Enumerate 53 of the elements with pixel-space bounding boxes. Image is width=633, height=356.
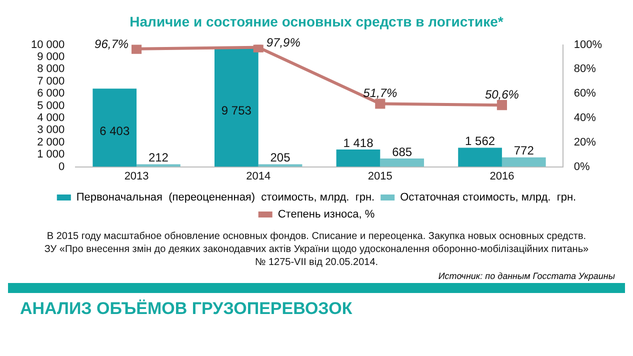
y-tick-label: 4 000: [37, 112, 65, 124]
y-tick-label: 10 000: [30, 38, 65, 51]
chart-title: Наличие и состояние основных средств в логистике*: [130, 13, 504, 30]
data-label: 772: [514, 144, 534, 158]
y-tick-label: 2 000: [37, 136, 65, 148]
legend-label: Первоначальная (переоцененная) стоимость, млрд. грн.: [76, 192, 375, 204]
x-tick-label: 2016: [490, 170, 514, 182]
x-tick-label: 2015: [368, 170, 392, 182]
data-label: 685: [392, 144, 412, 159]
data-label: 9 753: [221, 104, 252, 118]
point: [132, 44, 142, 54]
data-label: 1 562: [465, 134, 496, 148]
text: № 1275-VII від 20.05.2014.: [254, 256, 380, 269]
y-tick-label: 5 000: [37, 100, 65, 112]
y-tick-label: 0: [58, 160, 65, 173]
data-label: 1 418: [343, 136, 374, 150]
y-tick-label: 9 000: [37, 51, 65, 64]
text: В 2015 году масштабное обновление основных фондов. Списание и переоценка. Закупка новых основных средств.: [46, 230, 588, 243]
bar: [380, 158, 424, 167]
point: [253, 44, 264, 52]
y-tick-label: 1 000: [37, 148, 65, 161]
bar: [502, 157, 546, 167]
y-tick-label: 8 000: [37, 63, 65, 76]
y-tick-label: 6 000: [37, 88, 65, 100]
y2-tick-label: 80%: [574, 63, 596, 76]
y2-tick-label: 100%: [574, 38, 602, 51]
point: [496, 100, 507, 110]
text: Источник: по данным Госстата Украины: [437, 271, 616, 281]
x-tick-label: 2013: [124, 170, 149, 182]
data-label: 50,6%: [484, 87, 520, 102]
y2-tick-label: 20%: [574, 136, 596, 148]
bar: [92, 88, 137, 167]
text: ЗУ «Про внесення змін до деяких законодавчих актів України щодо удосконалення оборонно-мобілізаційних питань»: [43, 243, 590, 256]
data-label: 6 403: [100, 124, 130, 138]
y-tick-label: 7 000: [37, 75, 65, 88]
legend-label: Степень износа, %: [278, 208, 375, 221]
bar: [336, 150, 380, 167]
data-label: 51,7%: [363, 86, 398, 100]
data-label: 96,7%: [94, 37, 129, 52]
data-label: 97,9%: [266, 36, 301, 50]
y2-tick-label: 0%: [574, 160, 590, 173]
bar: [136, 164, 180, 167]
y2-tick-label: 60%: [574, 88, 596, 100]
data-label: 205: [270, 150, 291, 165]
data-label: 212: [148, 150, 169, 165]
bar: [214, 48, 258, 167]
legend-label: Остаточная стоимость, млрд. грн.: [400, 192, 576, 204]
y-tick-label: 3 000: [37, 124, 65, 136]
y2-tick-label: 40%: [574, 112, 596, 124]
x-tick-label: 2014: [246, 170, 271, 182]
point: [375, 98, 386, 109]
text: АНАЛИЗ ОБЪЁМОВ ГРУЗОПЕРЕВОЗОК: [19, 298, 354, 320]
bar: [458, 148, 502, 167]
